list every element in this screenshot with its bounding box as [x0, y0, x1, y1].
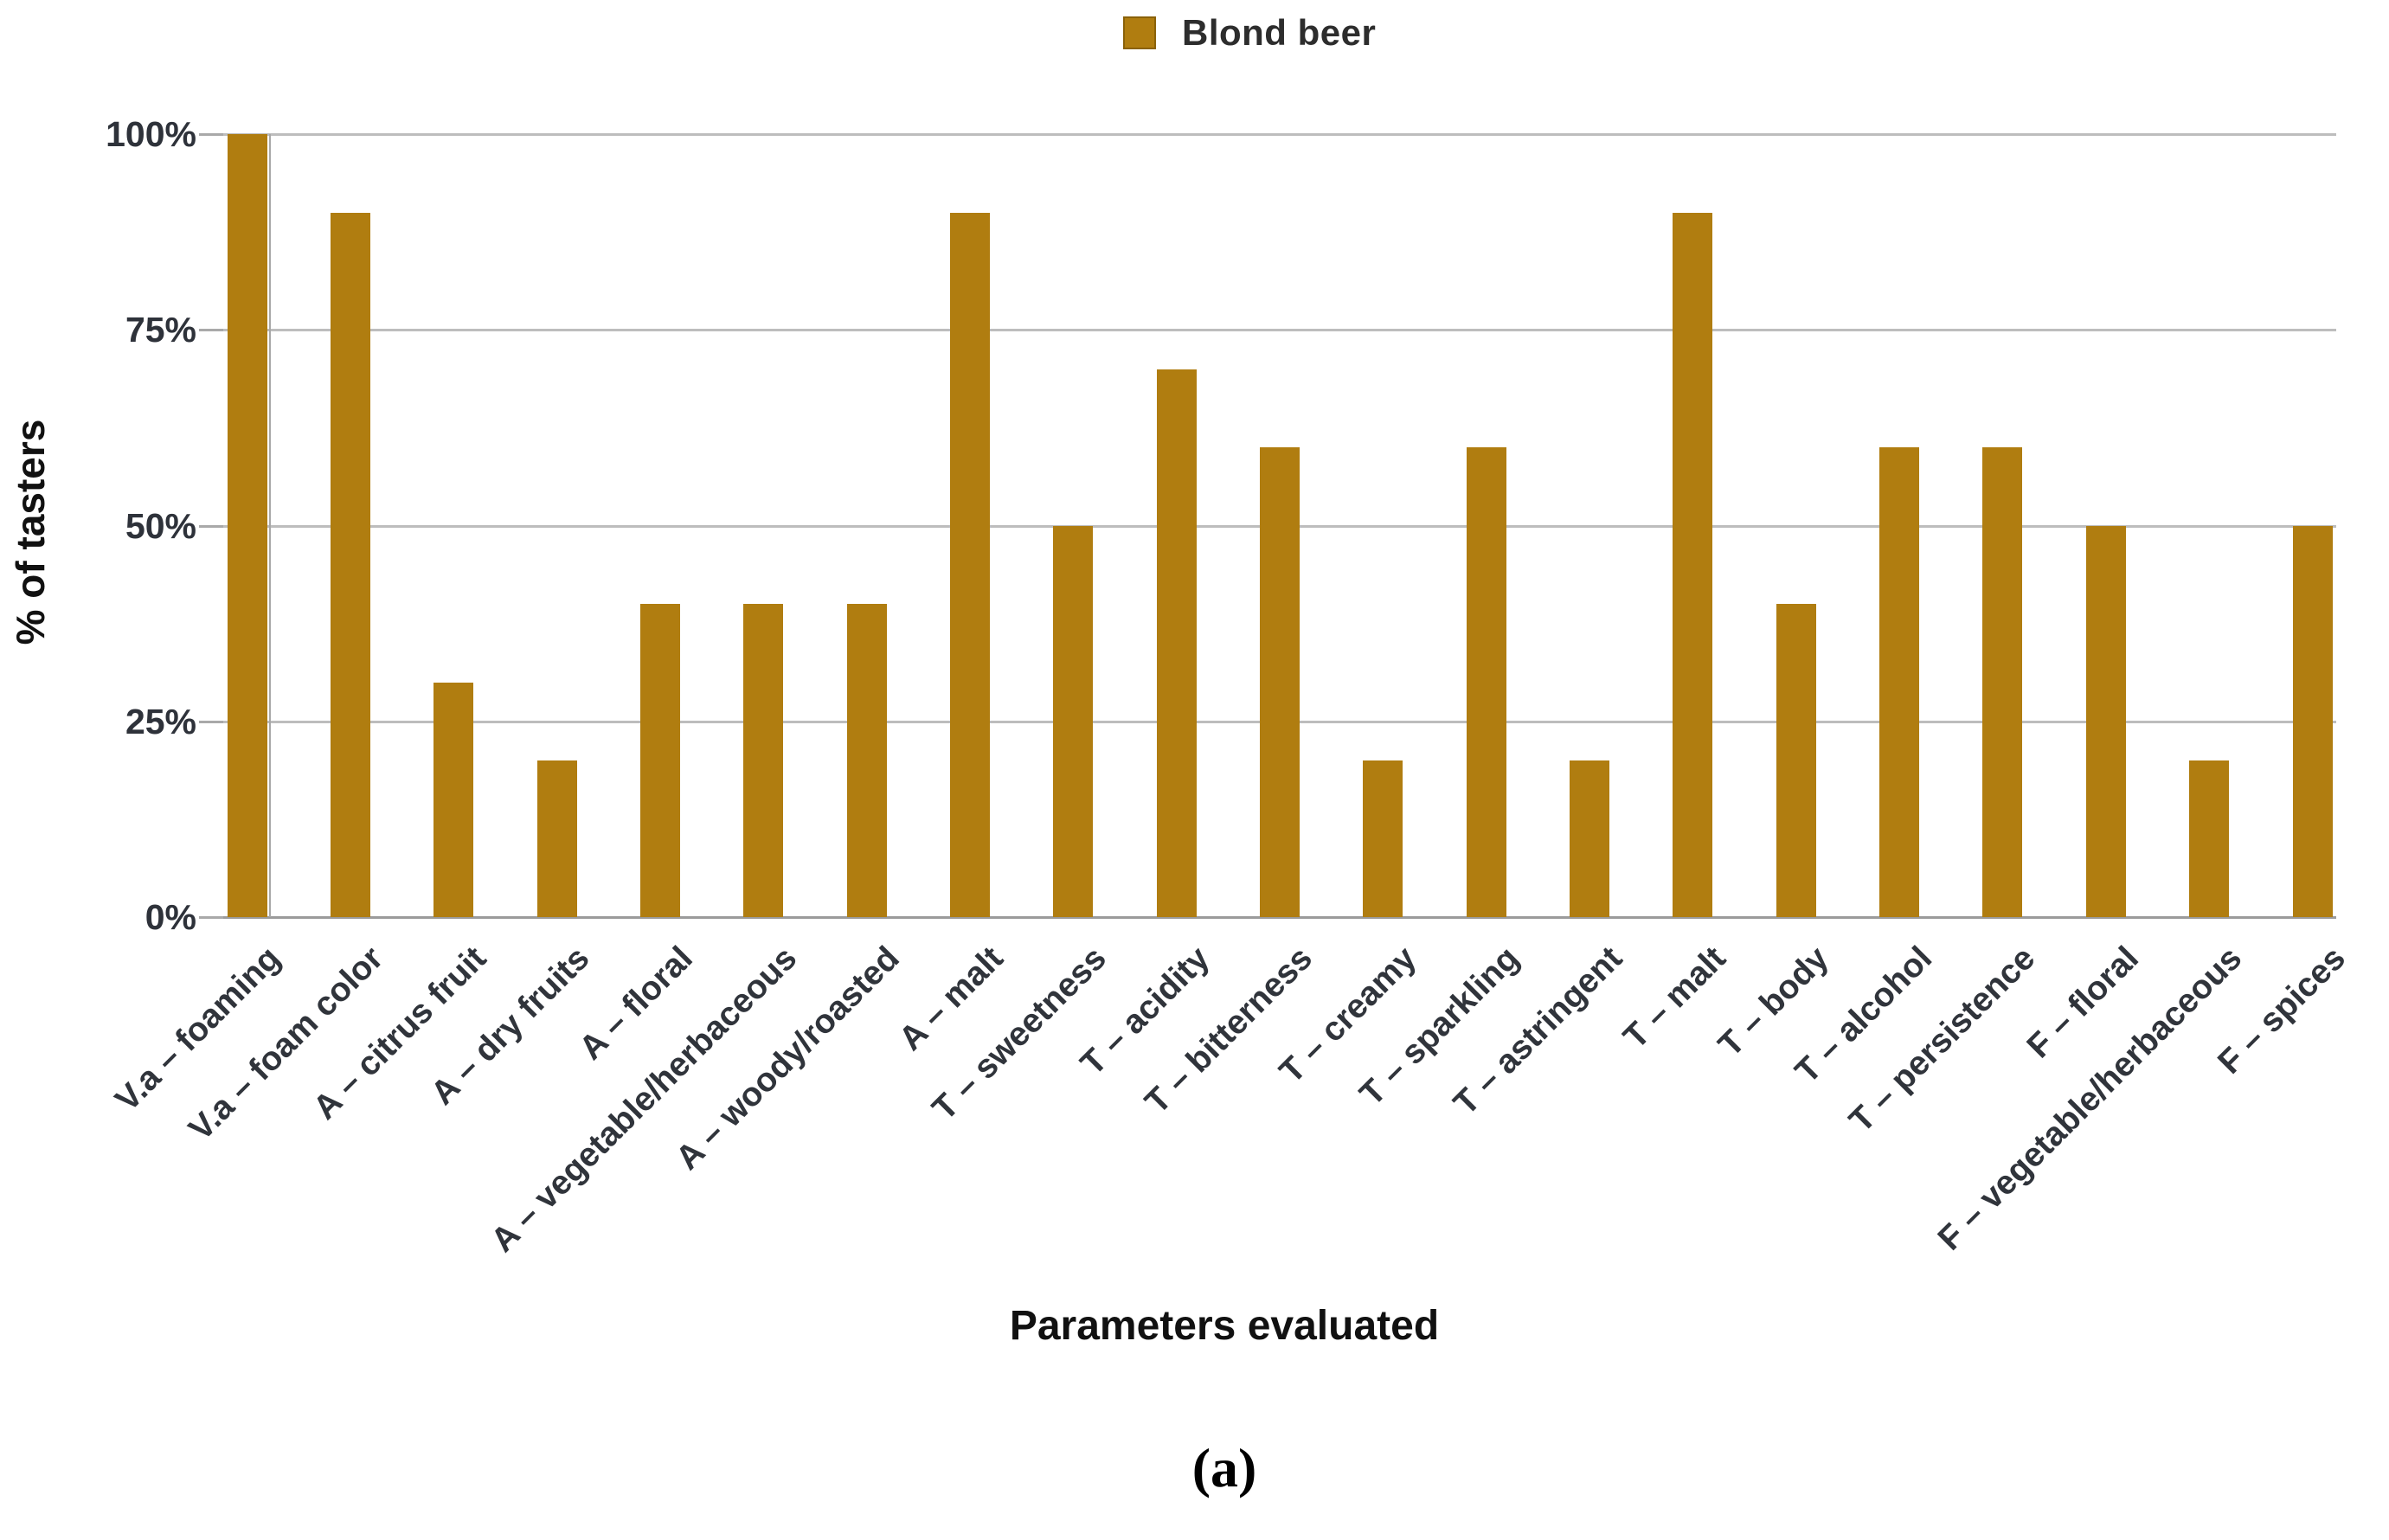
bar-2	[330, 212, 370, 917]
gridline-100	[223, 133, 2336, 136]
figure-caption: (a)	[1191, 1437, 1257, 1498]
y-tick-label-0: 0%	[144, 897, 196, 937]
x-tick-label-18: T – persistence	[1842, 940, 2043, 1140]
bar-11	[1260, 447, 1300, 917]
bar-10	[1156, 369, 1197, 917]
bar-19	[2085, 525, 2126, 917]
y-tick-label-25: 25%	[125, 701, 196, 741]
bar-21	[2292, 525, 2333, 917]
y-axis-line	[269, 134, 271, 917]
legend-swatch-blond-beer	[1123, 16, 1156, 49]
bar-4	[536, 760, 577, 917]
y-tick-mark-100	[199, 133, 223, 136]
y-tick-mark-25	[199, 720, 223, 723]
y-tick-mark-75	[199, 329, 223, 332]
bar-7	[846, 604, 887, 917]
chart-legend: Blond beer	[1123, 12, 1376, 54]
y-tick-label-75: 75%	[125, 310, 196, 350]
y-tick-label-50: 50%	[125, 505, 196, 546]
y-tick-mark-50	[199, 524, 223, 528]
bar-18	[1982, 447, 2023, 917]
bar-16	[1776, 604, 1816, 917]
plot-area	[223, 133, 2336, 919]
bar-3	[433, 682, 474, 917]
bar-14	[1570, 760, 1610, 917]
bar-17	[1879, 447, 1920, 917]
gridline-0	[223, 916, 2336, 919]
gridline-75	[223, 329, 2336, 332]
x-axis-title: Parameters evaluated	[1009, 1303, 1440, 1349]
bar-9	[1053, 525, 1094, 917]
y-tick-label-100: 100%	[106, 114, 196, 154]
x-tick-label-2: V.a – foam color	[182, 940, 391, 1148]
legend-label: Blond beer	[1182, 12, 1377, 53]
bar-8	[949, 212, 990, 917]
bar-20	[2189, 760, 2230, 917]
bar-12	[1363, 760, 1403, 917]
bar-6	[743, 604, 784, 917]
bar-15	[1673, 212, 1713, 917]
bar-5	[639, 604, 680, 917]
y-tick-mark-0	[199, 916, 223, 919]
bar-1	[227, 134, 267, 917]
bar-13	[1466, 447, 1506, 917]
x-tick-label-9: T – sweetness	[925, 940, 1114, 1128]
